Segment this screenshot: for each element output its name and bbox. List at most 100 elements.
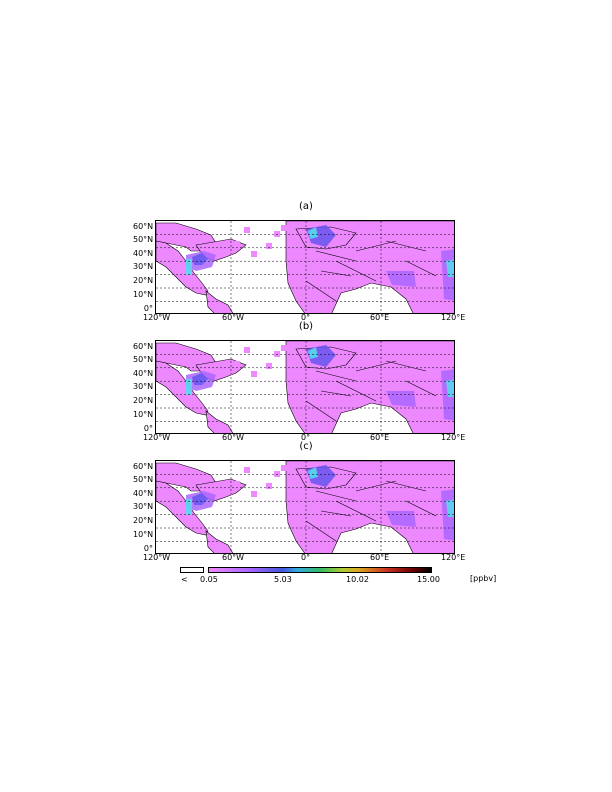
concentration-cell [186,379,192,395]
lat-label: 20°N [133,276,154,285]
concentration-cell [281,345,287,351]
concentration-cell [308,467,318,479]
lat-label: 60°N [133,222,154,231]
lat-label: 60°N [133,342,154,351]
country-border [305,280,337,302]
lat-label: 10°N [133,410,154,419]
concentration-cell [251,371,257,377]
lon-label: 0° [301,553,311,562]
country-border [385,360,427,372]
country-border [335,260,377,282]
concentration-cell [266,483,272,489]
country-border [385,240,427,252]
map-panel-a [155,220,455,314]
lat-label: 40°N [133,249,154,258]
country-border [335,380,377,402]
colorbar-under-label: < [181,575,188,584]
lon-label: 120°E [441,313,466,322]
concentration-cell [192,373,208,385]
concentration-cell [186,259,192,275]
country-border [355,480,397,492]
concentration-cell [274,351,280,357]
lat-label: 30°N [133,262,154,271]
country-border [305,400,337,422]
lon-label: 60°W [222,433,245,442]
country-border [315,370,357,382]
country-border [405,500,437,517]
colorbar-tick: 10.02 [346,575,369,584]
lat-label: 0° [143,544,153,553]
lon-label: 60°E [370,553,390,562]
concentration-cell [281,465,287,471]
panel-b-label: (b) [298,321,314,332]
concentration-cell [386,511,416,527]
concentration-cell [226,369,232,375]
concentration-cell [244,467,250,473]
lat-label: 0° [143,424,153,433]
panel-c-label: (c) [299,441,313,452]
concentration-cell [266,363,272,369]
country-border [355,360,397,372]
colorbar-unit: [ppbv] [470,574,497,583]
panel-a-label: (a) [299,201,313,212]
lon-label: 60°E [370,433,390,442]
map-c-svg [156,461,454,553]
lon-label: 120°W [143,553,171,562]
country-border [315,490,357,502]
lat-label: 20°N [133,396,154,405]
map-panel-c [155,460,455,554]
lon-label: 60°W [222,553,245,562]
map-a-svg [156,221,454,313]
concentration-cell [226,249,232,255]
concentration-cell [386,271,416,287]
country-border [405,380,437,397]
lat-label: 40°N [133,369,154,378]
country-border [320,390,352,397]
lat-label: 50°N [133,235,154,244]
lon-label: 120°E [441,433,466,442]
country-border [305,520,337,542]
concentration-cell [446,379,454,397]
lon-label: 0° [301,433,311,442]
land-region [205,290,234,313]
lat-label: 0° [143,304,153,313]
lat-label: 20°N [133,516,154,525]
country-border [320,510,352,517]
concentration-cell [251,251,257,257]
lat-label: 10°N [133,290,154,299]
colorbar-tick: 15.00 [417,575,440,584]
concentration-cell [274,231,280,237]
concentration-cell [251,491,257,497]
lon-label: 120°W [143,433,171,442]
land-region [205,530,234,553]
concentration-cell [266,243,272,249]
lon-label: 60°E [370,313,390,322]
country-border [385,480,427,492]
lat-label: 30°N [133,502,154,511]
lat-label: 10°N [133,530,154,539]
concentration-cell [244,227,250,233]
lat-label: 50°N [133,355,154,364]
lon-label: 0° [301,313,311,322]
concentration-cell [308,227,318,239]
country-border [405,260,437,277]
map-panel-b [155,340,455,434]
colorbar [208,567,432,573]
country-border [320,270,352,277]
country-border [355,240,397,252]
concentration-cell [226,489,232,495]
colorbar-tick: 0.05 [200,575,218,584]
concentration-cell [281,225,287,231]
concentration-cell [234,481,240,487]
concentration-cell [234,361,240,367]
concentration-cell [192,493,208,505]
concentration-cell [308,347,318,359]
lon-label: 60°W [222,313,245,322]
concentration-cell [192,253,208,265]
concentration-cell [446,499,454,517]
lat-label: 40°N [133,489,154,498]
country-border [315,250,357,262]
lon-label: 120°E [441,553,466,562]
lon-label: 120°W [143,313,171,322]
lat-label: 30°N [133,382,154,391]
